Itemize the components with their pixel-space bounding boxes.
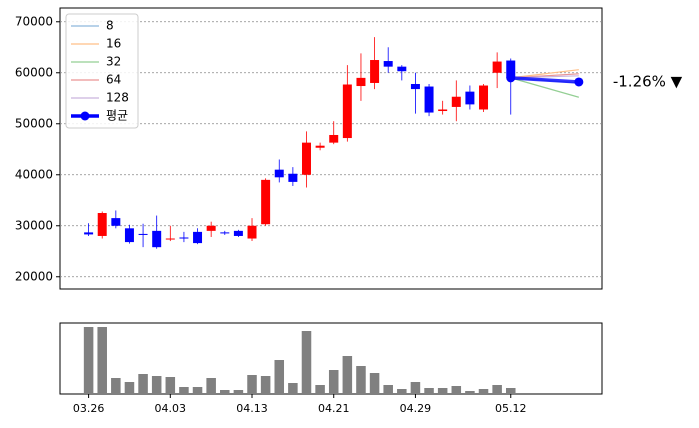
volume-bar <box>328 370 339 394</box>
volume-bar <box>410 382 421 394</box>
volume-bar <box>260 376 271 394</box>
x-tick-label: 03.26 <box>73 402 105 415</box>
legend-box <box>65 13 139 129</box>
candle-body <box>492 61 502 73</box>
volume-bar <box>369 373 380 394</box>
volume-bar <box>179 387 189 394</box>
legend-label: 16 <box>106 37 121 51</box>
candle-body <box>124 228 134 243</box>
volume-bar <box>505 388 516 394</box>
candle-body <box>261 179 271 225</box>
candle-body <box>506 60 516 78</box>
volume-bar <box>220 390 230 394</box>
y-tick-label: 20000 <box>15 269 53 283</box>
x-tick-label: 04.13 <box>236 402 268 415</box>
candle-body <box>274 169 284 178</box>
volume-bar <box>437 388 448 394</box>
main-axes <box>59 7 603 290</box>
volume-bar <box>151 376 162 394</box>
candle-body <box>179 237 189 239</box>
volume-bar <box>492 385 502 394</box>
y-tick-label: 50000 <box>15 116 53 130</box>
y-tick-label: 70000 <box>15 14 53 28</box>
x-tick-label: 04.03 <box>155 402 187 415</box>
candle-body <box>288 173 298 182</box>
volume-bar <box>247 375 257 394</box>
volume-bar <box>138 374 148 394</box>
volume-bar <box>206 378 216 394</box>
candle-body <box>465 91 475 105</box>
candle-body <box>383 61 393 67</box>
candle-body <box>451 96 461 107</box>
y-tick-label: 40000 <box>15 167 53 181</box>
candle-body <box>193 231 203 244</box>
forecast-line <box>510 77 580 98</box>
volume-bar <box>424 388 434 394</box>
volume-bar <box>83 327 94 394</box>
candle-body <box>247 225 257 239</box>
candle-body <box>342 84 352 139</box>
volume-bar <box>478 389 489 394</box>
x-tick-label: 04.21 <box>318 402 350 415</box>
candle-body <box>84 232 94 235</box>
legend-label: 64 <box>106 73 121 87</box>
candle-body <box>329 134 339 143</box>
average-marker <box>574 77 584 87</box>
candle-body <box>410 83 420 90</box>
legend-label: 32 <box>106 55 121 69</box>
legend-label: 평균 <box>106 109 128 123</box>
volume-bar <box>356 366 366 394</box>
legend-marker <box>80 111 90 121</box>
volume-bar <box>465 391 475 394</box>
volume-bar <box>383 385 393 394</box>
x-tick-label: 04.29 <box>400 402 432 415</box>
candle-body <box>165 238 175 240</box>
forecast-line <box>510 69 579 79</box>
volume-bar <box>111 378 121 394</box>
volume-bar <box>288 383 298 394</box>
candle-body <box>206 225 216 231</box>
volume-bar <box>451 386 462 394</box>
volume-bar <box>342 356 353 394</box>
legend: 8 16 32 64 128 평균 <box>65 13 139 129</box>
y-tick-label: 60000 <box>15 65 53 79</box>
candle-body <box>424 86 434 113</box>
candle-body <box>220 232 230 234</box>
volume-bar <box>124 382 135 394</box>
candle-body <box>356 77 366 87</box>
candle-body <box>315 145 325 148</box>
volume-bar <box>397 389 407 394</box>
candle-body <box>138 233 148 235</box>
candle-body <box>301 142 311 175</box>
candle-body <box>370 60 380 83</box>
volume-bar <box>315 385 325 394</box>
average-marker <box>506 73 516 83</box>
legend-label: 128 <box>106 91 129 105</box>
candle-body <box>111 218 121 226</box>
candle-body <box>97 213 107 236</box>
y-tick-label: 30000 <box>15 218 53 232</box>
candle-body <box>438 109 448 112</box>
volume-bar <box>192 387 203 394</box>
candle-body <box>233 230 243 236</box>
x-tick-label: 05.12 <box>495 402 527 415</box>
candle-body <box>397 66 407 72</box>
volume-bar <box>165 377 176 394</box>
volume-bar <box>274 360 285 394</box>
candle-body <box>152 230 162 248</box>
candle-body <box>479 85 489 110</box>
volume-bar <box>97 327 107 394</box>
average-line <box>510 76 579 84</box>
legend-label: 8 <box>106 19 114 33</box>
volume-bar <box>233 390 244 394</box>
annotation: -1.26% ▼ <box>613 72 683 90</box>
volume-bar <box>301 331 312 394</box>
